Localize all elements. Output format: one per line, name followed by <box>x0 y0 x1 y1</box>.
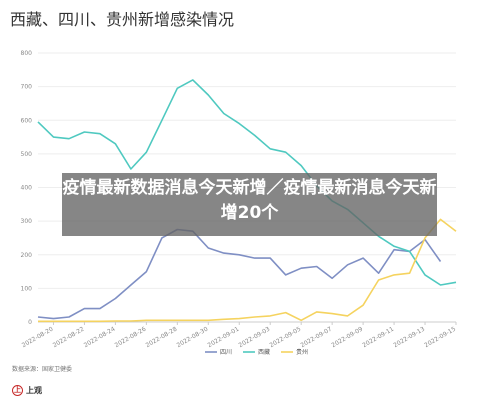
chart-title: 西藏、四川、贵州新增感染情况 <box>10 10 235 29</box>
headline-banner: 疫情最新数据消息今天新增／疫情最新消息今天新增20个 <box>62 173 437 236</box>
x-tick-label: 2022-08-20 <box>21 326 55 350</box>
legend-label: 西藏 <box>258 348 270 356</box>
publisher-logo: 上 上观 <box>12 385 42 396</box>
y-tick-label: 600 <box>21 117 33 124</box>
series-line-2 <box>38 218 457 323</box>
x-tick-label: 2022-09-07 <box>299 326 333 350</box>
x-tick-label: 2022-09-01 <box>207 326 241 350</box>
y-tick-label: 300 <box>21 218 33 225</box>
x-tick-label: 2022-09-13 <box>392 326 426 350</box>
headline-text: 疫情最新数据消息今天新增／疫情最新消息今天新增20个 <box>62 178 437 223</box>
logo-text: 上观 <box>26 386 42 395</box>
y-tick-label: 100 <box>21 285 33 292</box>
y-tick-label: 800 <box>21 50 33 57</box>
x-tick-label: 2022-09-11 <box>361 326 395 350</box>
legend-label: 四川 <box>220 349 232 356</box>
data-source: 数据来源：国家卫健委 <box>12 366 73 373</box>
y-tick-label: 400 <box>21 185 33 192</box>
y-tick-label: 200 <box>21 252 33 259</box>
series-line-1 <box>37 79 457 286</box>
legend-label: 贵州 <box>296 348 308 356</box>
x-tick-label: 2022-08-30 <box>176 326 210 350</box>
x-tick-label: 2022-08-24 <box>83 326 117 350</box>
y-tick-label: 0 <box>28 319 32 326</box>
y-tick-label: 500 <box>21 151 33 158</box>
series-line-0 <box>37 228 442 320</box>
logo-icon: 上 <box>12 385 23 396</box>
x-tick-label: 2022-09-03 <box>238 326 272 350</box>
x-tick-label: 2022-08-28 <box>145 326 179 350</box>
x-tick-label: 2022-08-22 <box>52 326 86 350</box>
x-tick-label: 2022-09-15 <box>423 326 457 350</box>
x-tick-label: 2022-08-26 <box>114 326 148 350</box>
x-tick-label: 2022-09-09 <box>330 326 364 350</box>
x-tick-label: 2022-09-05 <box>268 326 302 350</box>
y-tick-label: 700 <box>21 84 33 91</box>
